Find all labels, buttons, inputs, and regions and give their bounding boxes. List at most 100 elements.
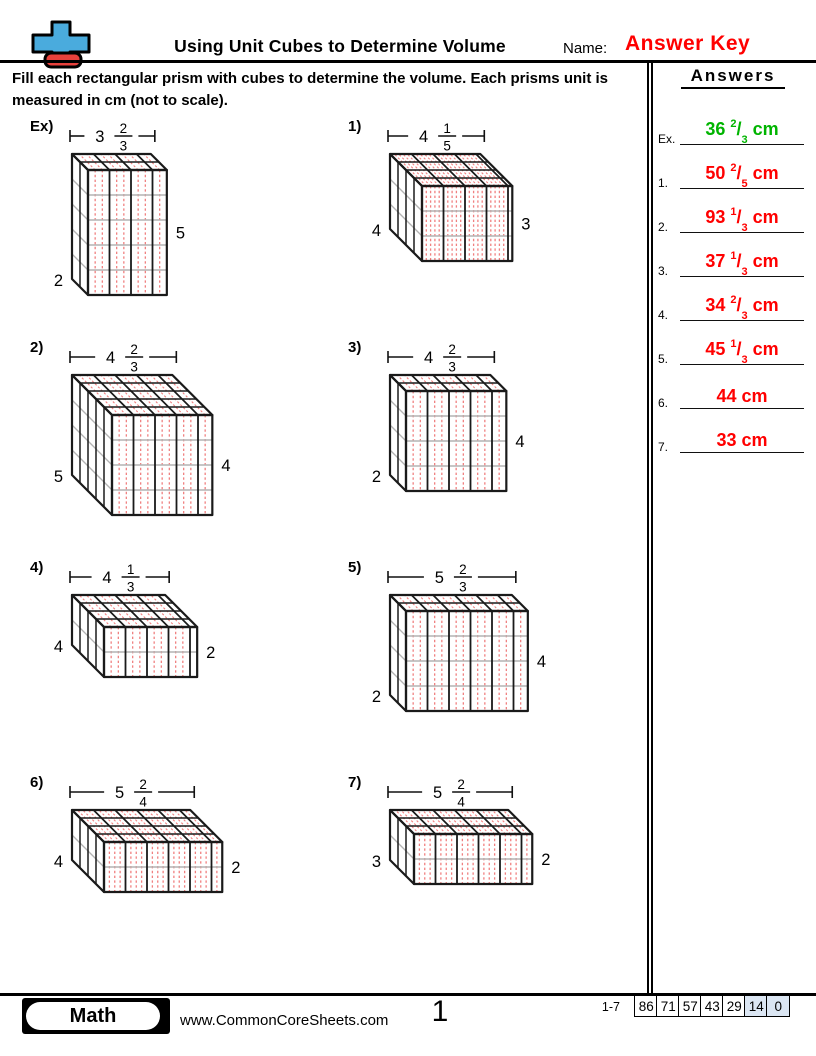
svg-text:3: 3: [459, 580, 467, 595]
problem-cell: 4) 4 1 3 2 4: [12, 553, 330, 773]
answers-divider: [647, 63, 653, 993]
problem-label: 4): [30, 559, 44, 576]
answer-key-label: Answer Key: [625, 32, 751, 55]
answers-list: Ex. 36 2/3 cm 1. 50 2/5 cm 2. 93 1/3 cm 3. 37 1…: [658, 105, 808, 457]
problem-label: 3): [348, 339, 362, 356]
page-number: 1: [431, 995, 449, 1028]
svg-text:5: 5: [176, 225, 185, 243]
svg-text:2: 2: [231, 859, 240, 877]
svg-text:3: 3: [95, 128, 104, 146]
svg-text:2: 2: [541, 851, 550, 869]
svg-text:5: 5: [443, 139, 451, 154]
header-rule: [0, 60, 816, 63]
answer-value: 44 cm: [680, 386, 804, 409]
answer-row: 6. 44 cm: [658, 369, 808, 413]
name-label: Name:: [563, 40, 608, 57]
answer-value: 33 cm: [680, 430, 804, 453]
svg-text:4: 4: [106, 349, 115, 367]
answers-panel: Answers Ex. 36 2/3 cm 1. 50 2/5 cm 2. 93 1/3 …: [658, 66, 808, 457]
score-cell: 0: [766, 995, 790, 1017]
answer-value: 34 2/3 cm: [680, 294, 804, 322]
problem-cell: 6) 5 2 4 2 4: [12, 768, 330, 988]
score-cell: 86: [634, 995, 658, 1017]
answers-title: Answers: [681, 66, 785, 89]
answer-row: 5. 45 1/3 cm: [658, 325, 808, 369]
svg-text:2: 2: [459, 562, 467, 577]
problem-label: 6): [30, 774, 44, 791]
problem-cell: 3) 4 2 3 4 2: [330, 333, 648, 553]
score-cell: 14: [744, 995, 768, 1017]
svg-text:2: 2: [54, 272, 63, 290]
answer-value: 50 2/5 cm: [680, 162, 804, 190]
instructions-text: Fill each rectangular prism with cubes t…: [12, 70, 608, 109]
answer-number: 1.: [658, 176, 669, 190]
answer-number: Ex.: [658, 132, 676, 146]
score-cell: 43: [700, 995, 724, 1017]
answer-row: 1. 50 2/5 cm: [658, 149, 808, 193]
prism-figure: 4 1 3 2 4: [54, 562, 215, 679]
answer-number: 7.: [658, 440, 669, 454]
problem-label: 2): [30, 339, 44, 356]
score-cell: 57: [678, 995, 702, 1017]
svg-text:2: 2: [139, 777, 147, 792]
score-range-label: 1-7: [601, 1000, 620, 1014]
svg-text:2: 2: [457, 777, 465, 792]
answer-number: 5.: [658, 352, 669, 366]
svg-text:2: 2: [448, 342, 456, 357]
math-badge: Math: [22, 998, 170, 1034]
svg-text:3: 3: [120, 139, 128, 154]
svg-text:4: 4: [457, 795, 465, 810]
score-table: 86 71 57 43 29 14 0: [634, 995, 790, 1017]
svg-text:3: 3: [372, 853, 381, 871]
page-title: Using Unit Cubes to Determine Volume: [174, 36, 506, 56]
problem-cell: 2) 4 2 3 4 5: [12, 333, 330, 553]
svg-text:1: 1: [443, 121, 451, 136]
answer-number: 3.: [658, 264, 669, 278]
problem-cell: 5) 5 2 3 4 2: [330, 553, 648, 773]
prism-figure: 3 2 3 5 2: [54, 121, 185, 297]
problem-label: Ex): [30, 118, 54, 135]
svg-text:2: 2: [120, 121, 128, 136]
svg-text:1: 1: [127, 562, 135, 577]
svg-text:5: 5: [54, 468, 63, 486]
answer-value: 93 1/3 cm: [680, 206, 804, 234]
svg-text:2: 2: [130, 342, 138, 357]
answer-row: 4. 34 2/3 cm: [658, 281, 808, 325]
svg-text:2: 2: [372, 688, 381, 706]
answer-number: 6.: [658, 396, 669, 410]
problem-cell: 1) 4 1 5 3 4: [330, 112, 648, 332]
problem-cell: Ex) 3 2 3 5 2: [12, 112, 330, 332]
website-text: www.CommonCoreSheets.com: [180, 1012, 389, 1029]
svg-text:3: 3: [521, 216, 530, 234]
svg-text:4: 4: [139, 795, 147, 810]
answer-value: 36 2/3 cm: [680, 118, 804, 146]
answer-number: 2.: [658, 220, 669, 234]
svg-text:4: 4: [102, 569, 111, 587]
svg-text:5: 5: [115, 784, 124, 802]
problem-label: 5): [348, 559, 362, 576]
svg-text:4: 4: [515, 433, 524, 451]
footer-rule: [0, 993, 816, 996]
svg-text:4: 4: [221, 457, 230, 475]
answer-row: Ex. 36 2/3 cm: [658, 105, 808, 149]
answer-value: 45 1/3 cm: [680, 338, 804, 366]
svg-text:4: 4: [419, 128, 428, 146]
answer-row: 2. 93 1/3 cm: [658, 193, 808, 237]
answer-row: 7. 33 cm: [658, 413, 808, 457]
problem-cell: 7) 5 2 4 2 3: [330, 768, 648, 988]
svg-text:2: 2: [206, 644, 215, 662]
svg-text:4: 4: [372, 222, 381, 240]
problem-label: 1): [348, 118, 362, 135]
answer-number: 4.: [658, 308, 669, 322]
svg-text:4: 4: [54, 638, 63, 656]
svg-text:5: 5: [433, 784, 442, 802]
score-cell: 71: [656, 995, 680, 1017]
math-badge-label: Math: [26, 1002, 160, 1030]
